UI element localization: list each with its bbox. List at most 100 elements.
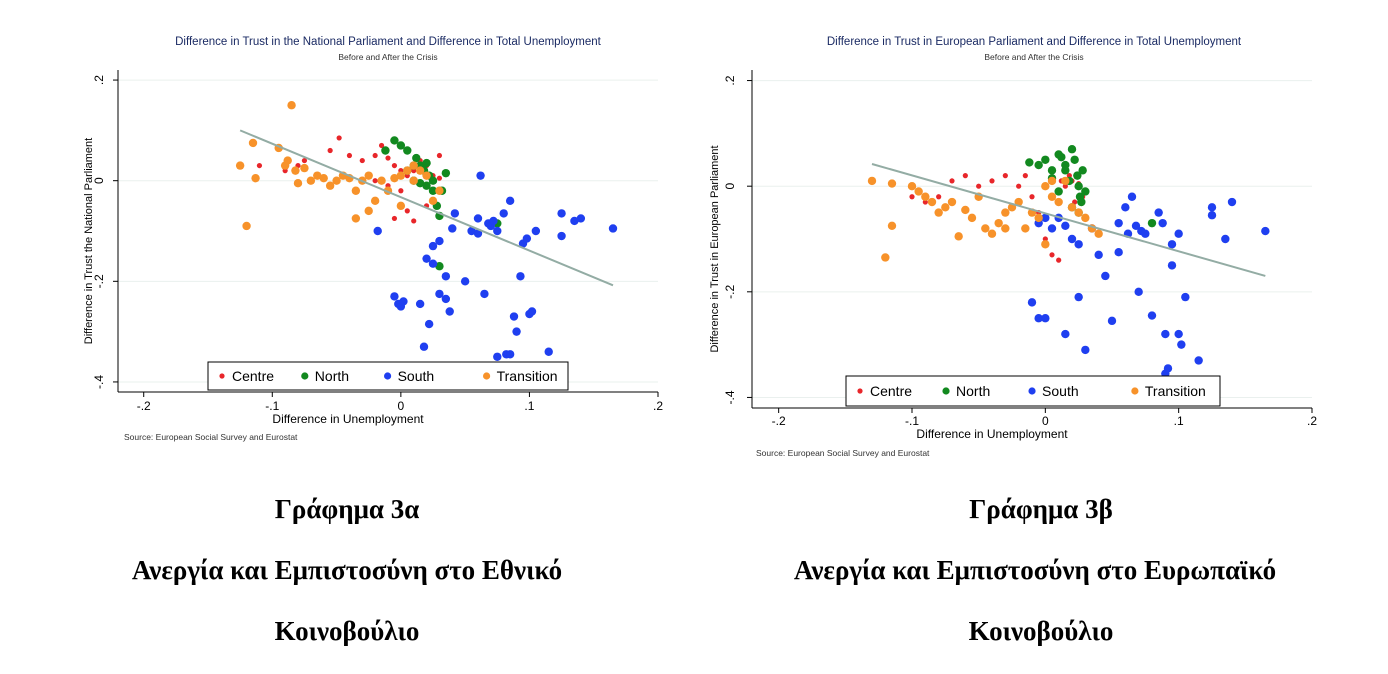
data-point — [570, 216, 579, 226]
data-point — [399, 297, 408, 306]
data-point — [1057, 152, 1066, 162]
data-point — [1002, 173, 1008, 179]
data-point — [435, 186, 444, 195]
data-point — [467, 226, 476, 236]
chart-subtitle: Before and After the Crisis — [338, 52, 437, 62]
data-point — [396, 201, 406, 211]
chart-national-parliament: Difference in Trust in the National Parl… — [83, 36, 663, 442]
fit-line — [871, 163, 1266, 277]
data-point — [961, 205, 970, 215]
data-point — [509, 312, 519, 321]
x-tick-label: -.1 — [265, 399, 279, 413]
data-point — [1041, 240, 1050, 249]
data-point — [887, 179, 897, 188]
y-tick-label: .2 — [92, 75, 106, 85]
data-point — [1049, 252, 1055, 258]
data-point — [422, 171, 431, 180]
data-point — [351, 214, 361, 223]
y-tick-label: -.4 — [92, 375, 106, 389]
caption-3a-number: Γράφημα 3α — [274, 494, 420, 524]
data-point — [1158, 218, 1167, 228]
data-point — [1061, 176, 1070, 186]
chart-title: Difference in Trust in the National Parl… — [175, 36, 602, 48]
data-point — [372, 178, 378, 184]
data-point — [377, 176, 386, 185]
data-point — [1207, 211, 1217, 220]
y-tick-label: -.2 — [723, 284, 737, 298]
data-point — [1070, 155, 1079, 164]
data-point — [441, 168, 451, 178]
series-south — [373, 171, 618, 361]
data-point — [313, 171, 322, 180]
x-tick-label: .1 — [524, 399, 534, 413]
data-point — [391, 162, 398, 169]
data-point — [287, 101, 296, 110]
x-tick-label: -.2 — [137, 399, 151, 413]
data-point — [887, 221, 897, 230]
legend-label: Centre — [232, 368, 274, 384]
caption-3b-number: Γράφημα 3β — [969, 494, 1113, 524]
legend: Centre North South Transition — [845, 375, 1221, 407]
panel-european: Difference in Trust in European Parliame… — [694, 0, 1388, 674]
data-point — [505, 196, 515, 206]
data-point — [445, 307, 454, 316]
data-point — [1054, 197, 1063, 207]
chart-subtitle: Before and After the Crisis — [984, 52, 1083, 62]
data-point — [1047, 192, 1057, 201]
panel-national: Difference in Trust in the National Parl… — [83, 36, 663, 646]
data-point — [1047, 176, 1057, 186]
data-point — [346, 152, 353, 159]
data-point — [1094, 250, 1103, 260]
data-point — [1041, 155, 1050, 164]
data-point — [1034, 213, 1043, 223]
caption-3b-title-cont: Κοινοβούλιο — [968, 616, 1114, 646]
data-point — [1061, 329, 1070, 339]
data-point — [544, 347, 553, 356]
data-point — [1041, 314, 1050, 323]
data-point — [1161, 329, 1170, 339]
y-tick-label: -.4 — [723, 390, 737, 404]
data-point — [1167, 261, 1177, 270]
y-tick-label: .2 — [723, 75, 737, 85]
legend-label: South — [1042, 383, 1079, 399]
data-point — [1016, 183, 1022, 189]
data-point — [404, 208, 410, 214]
data-point — [1167, 240, 1177, 249]
data-point — [1001, 224, 1010, 233]
x-axis-label: Difference in Unemployment — [272, 412, 424, 426]
data-point — [242, 221, 251, 231]
data-point — [336, 135, 342, 141]
legend-label: Transition — [497, 368, 558, 384]
data-point — [428, 186, 438, 195]
data-point — [473, 214, 483, 223]
x-tick-label: .2 — [653, 399, 663, 413]
data-point — [493, 352, 502, 361]
data-point — [403, 166, 412, 175]
data-point — [576, 214, 586, 223]
data-point — [473, 229, 483, 238]
data-point — [293, 179, 303, 188]
legend-marker — [483, 372, 491, 380]
data-point — [914, 187, 923, 196]
data-point — [1081, 345, 1090, 355]
data-point — [1041, 181, 1050, 191]
data-point — [436, 175, 443, 181]
data-point — [480, 289, 489, 299]
source-note: Source: European Social Survey and Euros… — [756, 448, 930, 458]
data-point — [436, 152, 443, 159]
data-point — [557, 209, 566, 218]
data-point — [949, 178, 955, 184]
data-point — [1094, 229, 1103, 238]
data-point — [428, 176, 438, 185]
data-point — [256, 162, 263, 169]
data-point — [493, 226, 502, 236]
caption-3b-title: Ανεργία και Εμπιστοσύνη στο Ευρωπαϊκό — [793, 555, 1277, 585]
data-point — [934, 208, 943, 217]
x-tick-label: -.1 — [905, 414, 919, 428]
data-point — [251, 173, 260, 183]
x-tick-label: .2 — [1307, 414, 1317, 428]
data-point — [909, 194, 915, 200]
data-point — [1061, 221, 1070, 230]
data-point — [1194, 356, 1203, 365]
data-point — [1114, 248, 1123, 257]
